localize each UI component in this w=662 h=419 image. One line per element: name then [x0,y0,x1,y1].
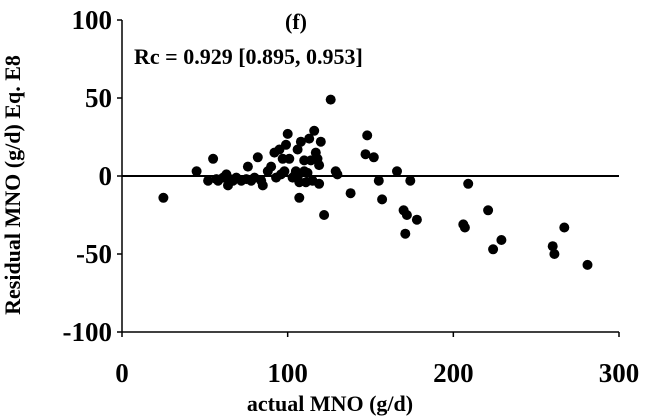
y-axis-title: Residual MNO (g/d) Eq. E8 [0,55,25,315]
panel-label: (f) [285,9,307,34]
y-tick-label: -50 [76,239,112,269]
data-point [483,205,494,216]
data-point [411,214,422,225]
data-point [295,136,306,147]
data-point [405,175,416,186]
correlation-annotation: Rc = 0.929 [0.895, 0.953] [134,44,363,69]
data-point [360,149,371,160]
data-point [294,192,305,203]
y-tick-label: 100 [72,5,113,35]
y-tick-label: 50 [85,83,112,113]
data-point [279,166,290,177]
data-point [373,175,384,186]
y-tick-label: -100 [63,317,113,347]
data-point [158,192,169,203]
data-point [284,153,295,164]
data-point [377,194,388,205]
data-point [191,166,202,177]
data-point [400,228,411,239]
data-point [325,94,336,105]
data-point [257,180,268,191]
data-point [319,210,330,220]
data-point [362,130,373,141]
data-point [282,128,293,139]
data-point [459,222,470,233]
data-point [304,133,315,144]
data-point [266,161,277,172]
data-point [549,249,560,259]
data-point [332,169,343,180]
data-point [208,153,219,164]
data-point [203,175,214,186]
data-point [281,139,291,150]
data-point [496,235,507,245]
x-axis-title: actual MNO (g/d) [247,391,413,416]
y-tick-label: 0 [99,161,113,191]
data-point [488,244,499,255]
data-point [392,166,402,177]
data-point [292,144,303,155]
data-point [401,210,412,220]
data-point [582,259,593,270]
data-point [309,125,320,136]
x-tick-label: 100 [267,358,308,388]
data-point [242,161,253,172]
x-tick-label: 300 [599,358,640,388]
x-tick-label: 200 [433,358,474,388]
data-points [158,94,593,270]
data-point [302,167,313,178]
data-point [252,152,263,163]
data-point [314,160,325,171]
data-point [547,241,558,252]
data-point [463,178,474,189]
data-point [314,178,325,189]
x-tick-label: 0 [115,358,129,388]
data-point [315,136,326,147]
data-point [368,152,379,163]
data-point [559,222,570,233]
data-point [345,188,356,199]
